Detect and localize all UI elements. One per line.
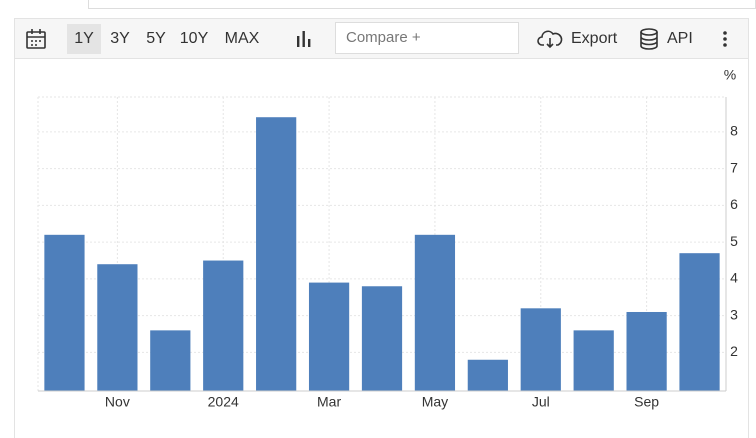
chart: % 2 3 4 5 6 7 8 Nov 2024 Mar May Jul Sep xyxy=(37,67,738,410)
x-tick-label: Jul xyxy=(532,394,550,410)
bar xyxy=(308,282,350,391)
chart-type-button[interactable] xyxy=(295,30,313,48)
range-button[interactable]: 1Y xyxy=(67,24,101,54)
export-label: Export xyxy=(571,30,618,47)
api-label: API xyxy=(667,30,693,47)
bar xyxy=(361,286,403,391)
range-button[interactable]: 5Y xyxy=(146,30,166,47)
y-tick-label: 3 xyxy=(730,306,738,322)
x-tick-label: Sep xyxy=(634,394,659,410)
bar xyxy=(679,253,720,391)
bar xyxy=(44,234,85,391)
page: 1Y 3Y 5Y 10Y MAX Compare + Export API % 2 3 4 5… xyxy=(14,0,756,438)
x-tick-label: May xyxy=(422,394,448,410)
bar xyxy=(520,308,561,391)
y-tick-label: 4 xyxy=(730,270,738,286)
range-button[interactable]: 3Y xyxy=(110,30,130,47)
export-button[interactable]: Export xyxy=(537,24,619,54)
y-tick-label: 2 xyxy=(730,343,738,359)
x-tick-label: 2024 xyxy=(208,394,239,410)
bar xyxy=(573,330,614,391)
compare-input[interactable]: Compare + xyxy=(335,22,519,54)
api-icon xyxy=(640,28,658,50)
bar xyxy=(97,264,138,391)
bar xyxy=(256,117,297,392)
range-button[interactable]: MAX xyxy=(224,30,260,47)
x-tick-label: Mar xyxy=(317,394,341,410)
bar xyxy=(203,260,244,391)
bar xyxy=(150,330,191,391)
more-button[interactable] xyxy=(721,30,729,48)
x-tick-label: Nov xyxy=(105,394,130,410)
bar xyxy=(467,359,508,391)
toolbar: 1Y 3Y 5Y 10Y MAX Compare + Export API xyxy=(14,18,749,59)
api-button[interactable]: API xyxy=(639,24,695,54)
y-unit-label: % xyxy=(724,67,736,83)
y-tick-label: 5 xyxy=(730,233,738,249)
chart-frame xyxy=(14,18,749,438)
y-tick-label: 7 xyxy=(730,159,738,175)
range-button[interactable]: 10Y xyxy=(179,30,209,47)
export-icon xyxy=(537,30,563,49)
bar xyxy=(626,311,667,391)
y-tick-label: 8 xyxy=(730,123,738,139)
y-tick-label: 6 xyxy=(730,196,738,212)
bar xyxy=(414,234,456,391)
calendar-button[interactable] xyxy=(25,28,47,50)
